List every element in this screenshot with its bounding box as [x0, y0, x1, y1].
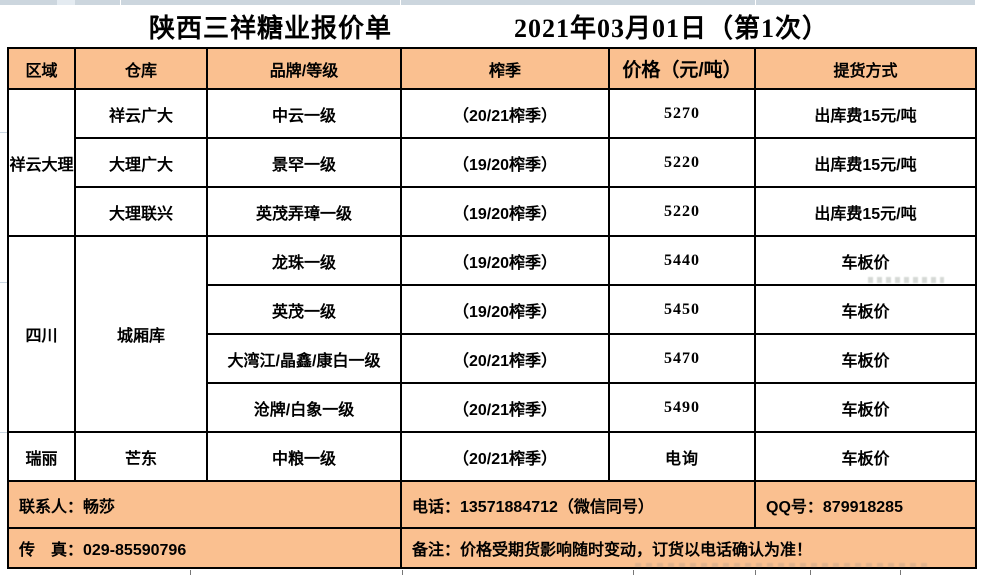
table-header-row: 区域 仓库 品牌/等级 榨季 价格（元/吨） 提货方式: [7, 47, 977, 90]
footer-row-remark: 传 真：029-85590796 备注：价格受期货影响随时变动，订货以电话确认为…: [7, 527, 977, 569]
cell-delivery: 出库费15元/吨: [754, 137, 977, 188]
sheet-top-strip-cell: [57, 0, 75, 5]
cell-warehouse: 大理联兴: [74, 186, 208, 237]
cell-delivery: 车板价: [754, 431, 977, 482]
gridline: [400, 0, 401, 5]
cell-delivery: 出库费15元/吨: [754, 88, 977, 139]
phone-cell: 电话：13571884712（微信同号）: [400, 480, 756, 529]
qq-cell: QQ号：879918285: [754, 480, 977, 529]
cell-price: 5220: [608, 137, 756, 188]
cell-season: （19/20榨季）: [400, 186, 610, 237]
cell-warehouse: 城厢库: [74, 235, 208, 433]
cell-season: （20/21榨季）: [400, 431, 610, 482]
cell-delivery: 车板价: [754, 235, 977, 286]
cell-delivery: 车板价: [754, 284, 977, 335]
header-season: 榨季: [400, 47, 610, 90]
cell-price: 5220: [608, 186, 756, 237]
cell-region: 祥云大理: [7, 88, 76, 237]
gridline: [190, 570, 191, 575]
table-row: 英茂一级 （19/20榨季） 5450 车板价: [8, 284, 977, 335]
table-row: 沧牌/白象一级 （20/21榨季） 5490 车板价: [8, 382, 977, 433]
header-brand: 品牌/等级: [206, 47, 402, 90]
cell-delivery: 车板价: [754, 382, 977, 433]
contact-cell: 联系人：畅莎: [7, 480, 402, 529]
header-delivery: 提货方式: [754, 47, 977, 90]
cell-warehouse: 祥云广大: [74, 88, 208, 139]
cell-brand: 英茂一级: [206, 284, 402, 335]
cell-price: 5440: [608, 235, 756, 286]
cell-season: （19/20榨季）: [400, 235, 610, 286]
gridline: [755, 0, 756, 5]
cell-brand: 龙珠一级: [206, 235, 402, 286]
cell-region: 四川: [7, 235, 76, 433]
table-row: 瑞丽 芒东 中粮一级 （20/21榨季） 电询 车板价: [7, 431, 977, 482]
gridline: [633, 570, 634, 575]
gridline: [0, 132, 7, 133]
cell-brand: 沧牌/白象一级: [206, 382, 402, 433]
header-warehouse: 仓库: [74, 47, 208, 90]
sheet-top-strip: [0, 0, 975, 5]
header-region: 区域: [7, 47, 76, 90]
table-row: 大理广大 景罕一级 （19/20榨季） 5220 出库费15元/吨: [8, 137, 977, 188]
cell-price: 电询: [608, 431, 756, 482]
report-title-row: 陕西三祥糖业报价单 2021年03月01日（第1次）: [7, 5, 975, 47]
gridline: [120, 0, 121, 5]
table-row: 四川 城厢库 龙珠一级 （19/20榨季） 5440 车板价: [7, 235, 977, 433]
cell-brand: 中粮一级: [206, 431, 402, 482]
watermark: [635, 563, 930, 567]
cell-season: （19/20榨季）: [400, 284, 610, 335]
cell-brand: 中云一级: [206, 88, 402, 139]
remark-cell: 备注：价格受期货影响随时变动，订货以电话确认为准！: [400, 527, 977, 569]
gridline: [0, 282, 7, 283]
cell-brand: 英茂弄璋一级: [206, 186, 402, 237]
cell-season: （19/20榨季）: [400, 137, 610, 188]
cell-season: （20/21榨季）: [400, 88, 610, 139]
cell-price: 5490: [608, 382, 756, 433]
cell-season: （20/21榨季）: [400, 382, 610, 433]
report-date: 2021年03月01日（第1次）: [514, 13, 830, 43]
cell-price: 5270: [608, 88, 756, 139]
cell-brand: 大湾江/晶鑫/康白一级: [206, 333, 402, 384]
gridline: [755, 570, 756, 575]
cell-brand: 景罕一级: [206, 137, 402, 188]
cell-season: （20/21榨季）: [400, 333, 610, 384]
fax-cell: 传 真：029-85590796: [7, 527, 402, 569]
cell-delivery: 车板价: [754, 333, 977, 384]
gridline: [402, 570, 403, 575]
cell-delivery: 出库费15元/吨: [754, 186, 977, 237]
gridline: [0, 432, 7, 433]
cell-warehouse: 大理广大: [74, 137, 208, 188]
cell-price: 5450: [608, 284, 756, 335]
cell-warehouse: 芒东: [74, 431, 208, 482]
header-price: 价格（元/吨）: [608, 47, 756, 90]
report-title: 陕西三祥糖业报价单: [149, 13, 393, 43]
price-table: 区域 仓库 品牌/等级 榨季 价格（元/吨） 提货方式 祥云大理 祥云广大 中云…: [7, 47, 977, 569]
cell-region: 瑞丽: [7, 431, 76, 482]
gridline: [900, 570, 901, 575]
gridline: [810, 570, 811, 575]
footer-row-contact: 联系人：畅莎 电话：13571884712（微信同号） QQ号：87991828…: [7, 480, 977, 529]
table-row: 大湾江/晶鑫/康白一级 （20/21榨季） 5470 车板价: [8, 333, 977, 384]
table-row: 大理联兴 英茂弄璋一级 （19/20榨季） 5220 出库费15元/吨: [8, 186, 977, 237]
watermark: [868, 277, 944, 283]
cell-price: 5470: [608, 333, 756, 384]
table-row: 祥云大理 祥云广大 中云一级 （20/21榨季） 5270 出库费15元/吨: [7, 88, 977, 237]
